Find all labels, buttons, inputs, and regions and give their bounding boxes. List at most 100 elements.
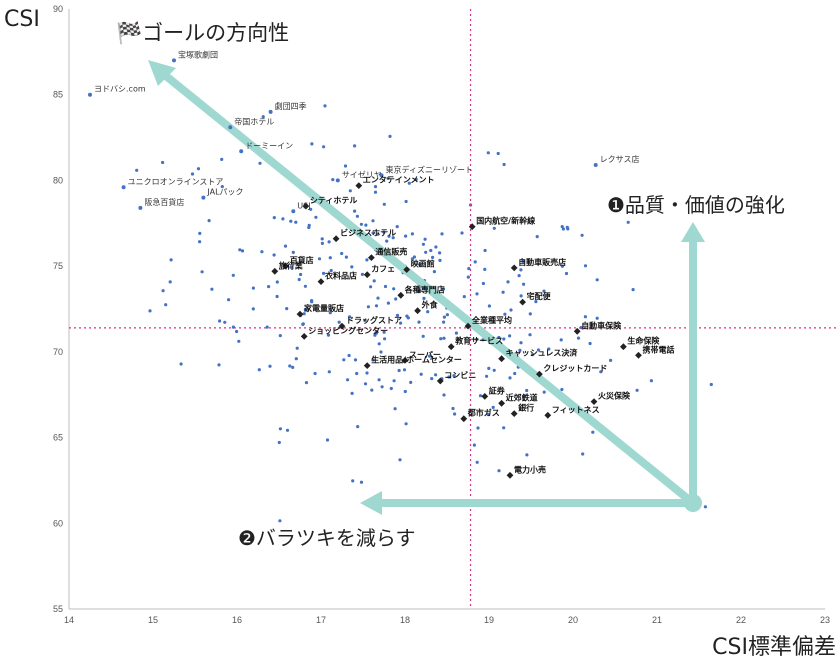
company-point — [513, 371, 517, 376]
company-point — [365, 371, 369, 375]
company-point — [404, 234, 408, 238]
company-point — [451, 406, 455, 411]
point-label: 国内航空/新幹線 — [476, 216, 535, 226]
company-point — [560, 225, 564, 229]
company-point — [200, 270, 204, 274]
company-point — [272, 253, 276, 257]
company-point — [377, 342, 381, 346]
company-point — [506, 280, 510, 284]
company-point — [161, 160, 165, 165]
industry-point — [355, 182, 363, 189]
y-tick-label: 85 — [53, 90, 63, 100]
point-label: 銀行 — [517, 403, 534, 413]
company-point — [519, 294, 523, 298]
industry-point — [519, 298, 526, 306]
company-point — [462, 295, 466, 299]
company-point — [327, 240, 331, 244]
company-point — [283, 244, 288, 248]
industry-point — [300, 333, 308, 340]
company-point — [307, 225, 311, 230]
company-point — [423, 237, 427, 241]
company-point — [492, 368, 496, 372]
industry-point — [317, 278, 325, 285]
company-point — [583, 264, 588, 268]
industry-point — [368, 254, 375, 261]
point-label: 自動車保険 — [581, 320, 622, 330]
point-label: 生命保険 — [627, 336, 660, 346]
company-point — [580, 233, 584, 237]
company-point — [314, 215, 318, 219]
point-label: ビジネスホテル — [340, 228, 396, 238]
company-point — [138, 205, 143, 210]
company-point — [190, 172, 195, 176]
company-point — [337, 320, 341, 324]
company-point — [363, 382, 368, 386]
company-point — [483, 267, 487, 271]
company-point — [528, 312, 532, 316]
company-point — [265, 325, 269, 329]
company-point — [382, 230, 386, 234]
axes — [68, 9, 825, 610]
company-point — [395, 225, 399, 229]
company-point — [373, 333, 377, 337]
company-point — [240, 249, 245, 253]
company-point — [257, 368, 261, 372]
point-label: 東京ディズニーリゾート — [386, 164, 473, 174]
y-tick-label: 90 — [53, 4, 63, 14]
company-point — [460, 231, 464, 235]
company-point — [365, 258, 369, 262]
company-point — [278, 427, 282, 431]
company-point — [235, 329, 239, 334]
industry-point — [296, 310, 304, 318]
company-point — [371, 231, 375, 235]
company-point — [310, 142, 314, 146]
direction-arrows — [148, 60, 705, 515]
point-label: 旅行業 — [279, 260, 304, 270]
point-label: 教育サービス — [454, 336, 503, 346]
company-point — [356, 425, 360, 429]
company-point — [210, 287, 214, 291]
company-point — [631, 288, 635, 292]
company-point — [344, 255, 348, 259]
company-point — [486, 412, 490, 416]
company-point — [301, 322, 305, 326]
company-point — [508, 376, 512, 380]
company-point — [223, 320, 227, 324]
y-axis-title: CSI — [4, 7, 40, 32]
company-point — [291, 365, 295, 369]
point-label: 帝国ホテル — [234, 116, 274, 126]
variance-arrowhead — [360, 491, 382, 515]
company-point — [343, 164, 348, 168]
x-tick-label: 18 — [400, 615, 410, 625]
company-point — [439, 337, 443, 341]
company-point — [285, 428, 290, 432]
company-point — [278, 334, 282, 338]
company-point — [310, 299, 314, 303]
company-point — [385, 239, 389, 243]
company-point — [519, 341, 523, 345]
company-point — [275, 280, 279, 284]
point-label: 外食 — [422, 300, 439, 310]
company-point — [521, 395, 526, 399]
company-point — [370, 388, 374, 392]
industry-point — [401, 357, 409, 364]
company-point — [285, 307, 289, 311]
company-point — [522, 282, 526, 286]
company-point — [281, 217, 285, 221]
company-point — [583, 315, 588, 319]
company-point — [626, 220, 630, 224]
company-point — [373, 185, 378, 189]
company-point — [487, 304, 491, 308]
company-point — [237, 339, 241, 343]
company-point — [542, 289, 546, 293]
company-point — [275, 294, 279, 299]
y-tick-label: 70 — [53, 347, 63, 357]
company-point — [328, 311, 332, 315]
point-label: サイゼリヤ — [342, 169, 382, 179]
company-point — [346, 378, 350, 382]
company-point — [238, 248, 242, 252]
company-point — [351, 479, 355, 483]
company-point — [353, 209, 357, 213]
company-point — [251, 286, 255, 290]
point-label: 通信販売 — [375, 247, 407, 257]
